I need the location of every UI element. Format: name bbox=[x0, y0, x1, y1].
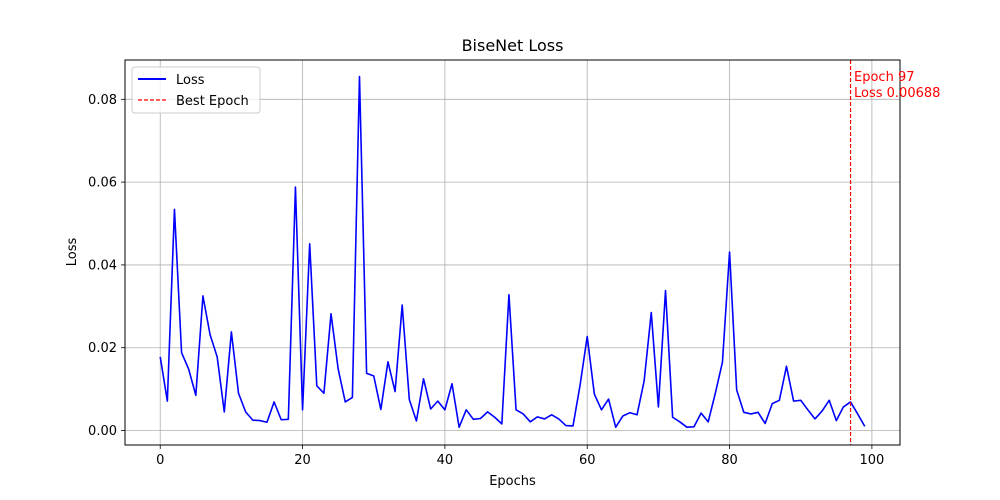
axes-frame bbox=[124, 59, 901, 446]
legend-loss-label: Loss bbox=[176, 73, 205, 88]
y-tick-label: 0.04 bbox=[88, 258, 117, 273]
x-tick-label: 0 bbox=[156, 453, 164, 468]
legend: Loss Best Epoch bbox=[131, 66, 261, 114]
x-axis-ticks: 0 20 40 60 80 100 bbox=[156, 445, 884, 468]
plot-area bbox=[159, 60, 866, 445]
annotation-loss: Loss 0.00688 bbox=[854, 86, 940, 101]
x-tick-label: 80 bbox=[721, 453, 738, 468]
x-axis-label: Epochs bbox=[489, 474, 536, 489]
chart-title: BiseNet Loss bbox=[462, 36, 564, 55]
x-tick-label: 20 bbox=[294, 453, 311, 468]
grid-lines bbox=[125, 60, 900, 445]
y-tick-label: 0.02 bbox=[88, 341, 117, 356]
annotation-epoch: Epoch 97 bbox=[854, 70, 914, 85]
x-tick-label: 40 bbox=[437, 453, 454, 468]
y-tick-label: 0.00 bbox=[88, 424, 117, 439]
y-axis-label: Loss bbox=[65, 238, 80, 267]
legend-best-epoch-label: Best Epoch bbox=[176, 94, 249, 109]
y-tick-label: 0.06 bbox=[88, 176, 117, 191]
y-tick-label: 0.08 bbox=[88, 93, 117, 108]
x-tick-label: 60 bbox=[579, 453, 596, 468]
x-tick-label: 100 bbox=[859, 453, 884, 468]
loss-series-line bbox=[159, 75, 866, 429]
y-axis-ticks: 0.00 0.02 0.04 0.06 0.08 bbox=[88, 93, 125, 439]
best-epoch-annotation: Epoch 97 Loss 0.00688 bbox=[854, 70, 940, 101]
